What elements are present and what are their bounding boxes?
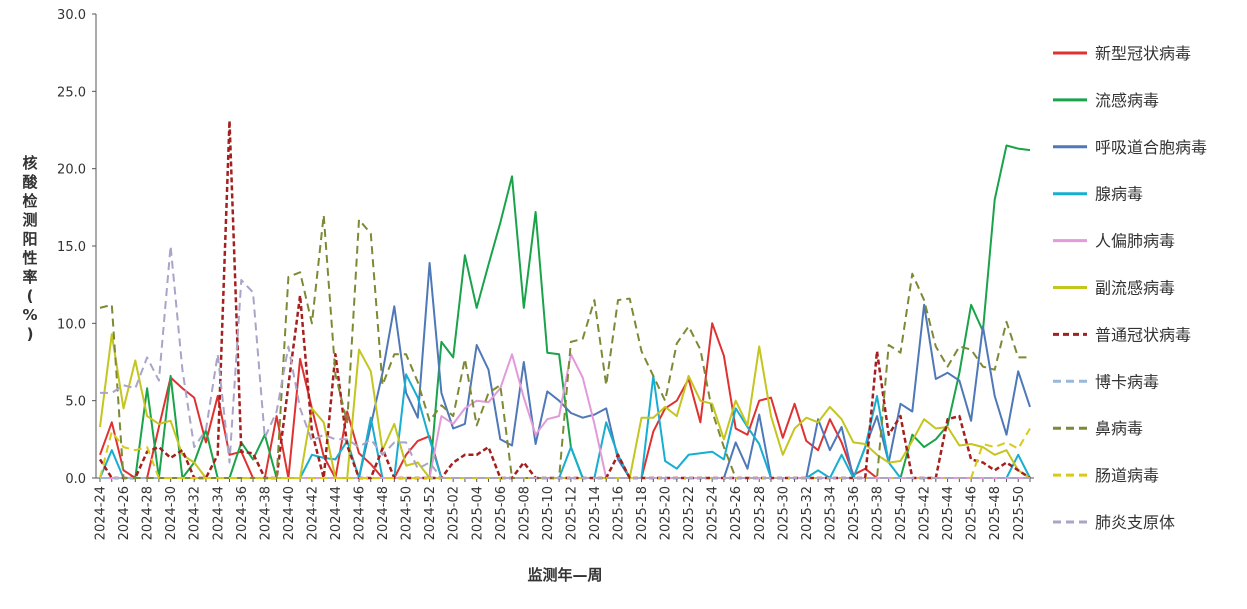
x-tick-label: 2025-34 bbox=[823, 486, 838, 540]
x-tick-label: 2025-06 bbox=[494, 486, 509, 540]
legend-label: 人偏肺病毒 bbox=[1095, 232, 1175, 251]
x-tick-label: 2025-50 bbox=[1012, 486, 1027, 540]
x-tick-label: 2024-34 bbox=[211, 486, 226, 540]
x-tick-label: 2024-44 bbox=[329, 486, 344, 540]
x-tick-label: 2024-32 bbox=[188, 486, 203, 540]
y-axis-title-char: ) bbox=[27, 325, 34, 343]
y-tick-label: 15.0 bbox=[57, 240, 86, 255]
x-tick-label: 2024-28 bbox=[141, 486, 156, 540]
x-tick-label: 2025-12 bbox=[564, 486, 579, 540]
x-tick-label: 2024-46 bbox=[353, 486, 368, 540]
legend-label: 肺炎支原体 bbox=[1095, 513, 1175, 532]
legend-label: 腺病毒 bbox=[1095, 185, 1143, 204]
x-tick-label: 2025-16 bbox=[612, 486, 627, 540]
axes: 0.0 5.0 10.0 15.0 20.0 25.0 30.0 2024-24 2024-26… bbox=[57, 8, 1034, 540]
y-axis-title-char: ( bbox=[27, 287, 34, 305]
y-tick-label: 30.0 bbox=[57, 8, 86, 23]
y-tick-label: 20.0 bbox=[57, 163, 86, 178]
y-tick-label: 0.0 bbox=[65, 472, 86, 487]
x-tick-label: 2024-36 bbox=[235, 486, 250, 540]
series-line-8 bbox=[99, 214, 1030, 479]
x-tick-label: 2025-28 bbox=[753, 486, 768, 540]
y-tick-label: 10.0 bbox=[57, 317, 86, 332]
legend-label: 博卡病毒 bbox=[1095, 372, 1159, 391]
x-tick-label: 2025-02 bbox=[447, 486, 462, 540]
x-tick-label: 2024-42 bbox=[305, 486, 320, 540]
x-tick-label: 2025-30 bbox=[776, 486, 791, 540]
x-tick-label: 2025-26 bbox=[729, 486, 744, 540]
series-line-6 bbox=[98, 119, 1031, 480]
y-axis-title-char: 检 bbox=[22, 192, 37, 210]
x-tick-label: 2025-38 bbox=[871, 486, 886, 540]
x-tick-label: 2024-26 bbox=[117, 486, 132, 540]
legend-label: 副流感病毒 bbox=[1095, 279, 1175, 298]
x-tick-label: 2025-48 bbox=[988, 486, 1003, 540]
y-axis-title-char: 核 bbox=[22, 154, 37, 172]
y-axis-title-char: 测 bbox=[22, 211, 37, 229]
x-tick-label: 2025-46 bbox=[965, 486, 980, 540]
legend: 新型冠状病毒流感病毒呼吸道合胞病毒腺病毒人偏肺病毒副流感病毒普通冠状病毒博卡病毒… bbox=[1053, 44, 1207, 532]
y-tick-label: 5.0 bbox=[65, 395, 86, 410]
legend-label: 肠道病毒 bbox=[1095, 466, 1159, 485]
y-tick-label: 25.0 bbox=[57, 85, 86, 100]
x-tick-label: 2025-14 bbox=[588, 486, 603, 540]
x-tick-label: 2025-08 bbox=[517, 486, 532, 540]
x-tick-label: 2024-48 bbox=[376, 486, 391, 540]
x-tick-label: 2024-50 bbox=[400, 486, 415, 540]
x-tick-label: 2025-20 bbox=[659, 486, 674, 540]
x-tick-label: 2025-40 bbox=[894, 486, 909, 540]
legend-label: 鼻病毒 bbox=[1095, 419, 1143, 438]
x-tick-label: 2025-10 bbox=[541, 486, 556, 540]
y-axis-title-char: 性 bbox=[22, 249, 37, 267]
legend-label: 呼吸道合胞病毒 bbox=[1095, 138, 1207, 157]
series-line-10 bbox=[100, 245, 1030, 479]
legend-label: 流感病毒 bbox=[1095, 91, 1159, 110]
x-axis-title: 监测年—周 bbox=[527, 566, 602, 584]
x-tick-label: 2024-40 bbox=[282, 486, 297, 540]
x-tick-label: 2025-04 bbox=[470, 486, 485, 540]
x-tick-label: 2025-44 bbox=[941, 486, 956, 540]
x-tick-label: 2025-18 bbox=[635, 486, 650, 540]
x-tick-label: 2025-24 bbox=[706, 486, 721, 540]
x-tick-label: 2025-42 bbox=[918, 486, 933, 540]
legend-label: 普通冠状病毒 bbox=[1095, 325, 1191, 344]
y-axis-title-char: 酸 bbox=[22, 173, 38, 191]
legend-label: 新型冠状病毒 bbox=[1095, 44, 1191, 63]
x-tick-label: 2025-32 bbox=[800, 486, 815, 540]
y-axis-title-char: % bbox=[22, 306, 37, 324]
x-tick-label: 2024-52 bbox=[423, 486, 438, 540]
y-axis-title-char: 率 bbox=[22, 268, 37, 286]
x-tick-label: 2024-30 bbox=[164, 486, 179, 540]
series-layer bbox=[98, 119, 1031, 480]
x-tick-label: 2025-36 bbox=[847, 486, 862, 540]
x-tick-label: 2024-24 bbox=[94, 486, 109, 540]
x-tick-label: 2025-22 bbox=[682, 486, 697, 540]
y-axis-title-char: 阳 bbox=[22, 230, 37, 248]
x-tick-label: 2024-38 bbox=[258, 486, 273, 540]
